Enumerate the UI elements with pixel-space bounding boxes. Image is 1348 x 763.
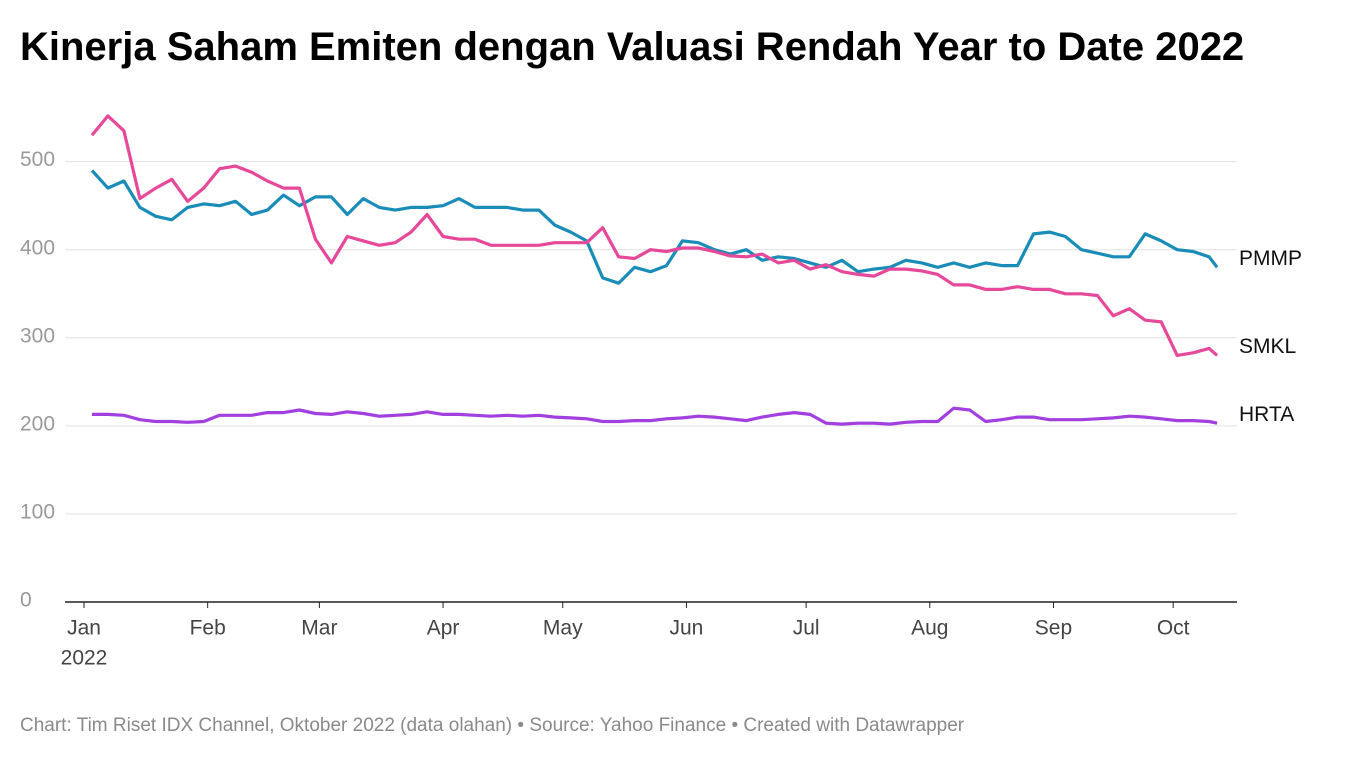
y-tick-label: 100: [20, 500, 55, 523]
y-tick-label: 200: [20, 412, 55, 435]
y-tick-label: 500: [20, 148, 55, 171]
x-tick-label: Feb: [190, 617, 226, 640]
series-line: [92, 406, 1218, 426]
chart-title: Kinerja Saham Emiten dengan Valuasi Rend…: [20, 25, 1244, 69]
x-tick-label: Mar: [301, 617, 337, 640]
y-tick-label: 300: [20, 324, 55, 347]
x-tick-label: Jun: [670, 617, 704, 640]
x-tick-label: May: [543, 617, 583, 640]
series-label: SMKL: [1239, 335, 1296, 358]
x-tick-label: Apr: [427, 617, 460, 640]
series-line: [90, 169, 1219, 285]
x-tick-label: Sep: [1035, 617, 1072, 640]
x-year-label: 2022: [61, 647, 108, 670]
x-tick-label: Oct: [1157, 617, 1190, 640]
series-line: [90, 114, 1219, 357]
x-tick-label: Aug: [911, 617, 948, 640]
series-label: HRTA: [1239, 403, 1294, 426]
footer: Chart: Tim Riset IDX Channel, Oktober 20…: [20, 715, 965, 736]
x-tick-label: Jul: [793, 617, 820, 640]
x-tick-label: Jan: [67, 617, 101, 640]
series-label: PMMP: [1239, 247, 1302, 270]
y-tick-label: 400: [20, 236, 55, 259]
y-tick-label: 0: [20, 589, 32, 612]
